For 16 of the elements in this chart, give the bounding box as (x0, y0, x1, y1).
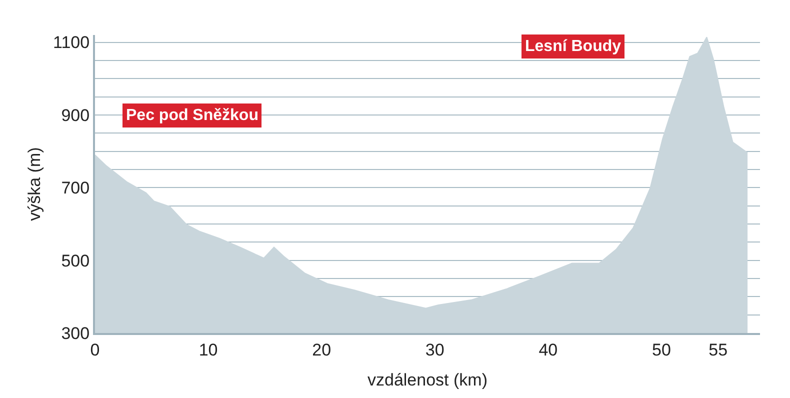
annotation: Pec pod Sněžkou (126, 107, 258, 124)
x-tick-label: 0 (90, 340, 100, 360)
y-tick-label: 700 (61, 178, 90, 198)
y-tick-label: 500 (61, 251, 90, 270)
x-tick-label: 10 (198, 340, 218, 360)
y-tick-label: 900 (61, 106, 90, 125)
y-axis-title: výška (m) (25, 147, 44, 221)
x-tick-label: 50 (652, 340, 671, 360)
x-tick-label: 55 (708, 340, 728, 360)
y-tick-label: 1100 (53, 33, 90, 52)
y-tick-label: 300 (61, 324, 90, 343)
x-tick-label: 20 (312, 340, 332, 360)
x-tick-label: 30 (425, 340, 444, 360)
x-axis-title: vzdálenost (km) (368, 370, 488, 390)
annotation: Lesní Boudy (525, 38, 622, 55)
x-tick-label: 40 (538, 340, 558, 360)
